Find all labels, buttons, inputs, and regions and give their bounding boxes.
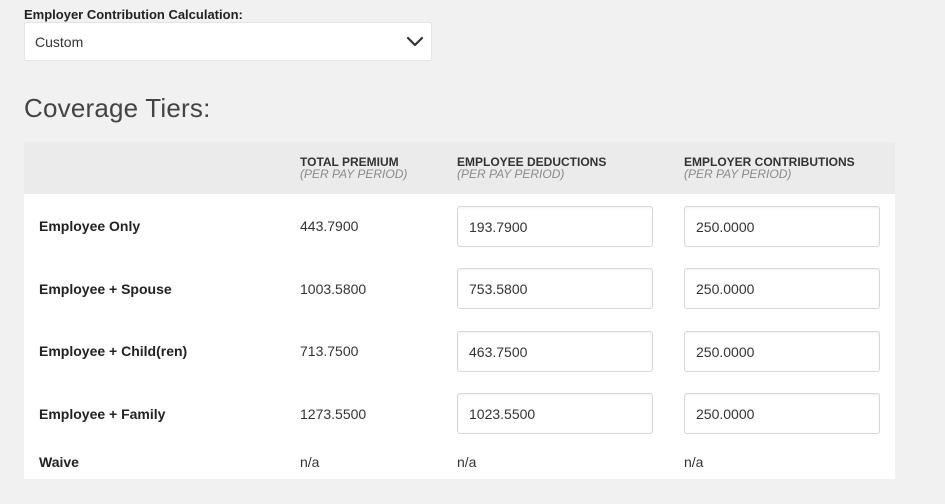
employer-contribution-na: n/a	[684, 454, 704, 470]
chevron-down-icon	[406, 36, 424, 47]
total-premium-value: 1273.5500	[300, 406, 367, 422]
tier-label: Employee + Child(ren)	[39, 343, 188, 359]
employee-deduction-input[interactable]	[457, 393, 653, 434]
employee-deduction-input[interactable]	[457, 206, 653, 247]
tier-label: Waive	[39, 454, 79, 470]
header-employee-deductions: EMPLOYEE DEDUCTIONS (PER PAY PERIOD)	[457, 155, 607, 181]
total-premium-value: n/a	[300, 454, 320, 470]
employer-contribution-input[interactable]	[684, 268, 880, 309]
header-total-premium: TOTAL PREMIUM (PER PAY PERIOD)	[300, 155, 408, 181]
table-row: Employee + Child(ren) 713.7500	[24, 320, 895, 382]
total-premium-value: 1003.5800	[300, 281, 367, 297]
table-row: Employee + Family 1273.5500	[24, 382, 895, 444]
total-premium-value: 443.7900	[300, 218, 359, 234]
tier-label: Employee Only	[39, 218, 141, 234]
table-row-waive: Waive n/a n/a n/a	[24, 444, 895, 479]
employer-contribution-input[interactable]	[684, 393, 880, 434]
coverage-tiers-title: Coverage Tiers:	[24, 93, 211, 123]
employer-contribution-label: Employer Contribution Calculation:	[24, 7, 243, 22]
tier-label: Employee + Family	[39, 406, 166, 422]
tier-label: Employee + Spouse	[39, 281, 172, 297]
table-header: TOTAL PREMIUM (PER PAY PERIOD) EMPLOYEE …	[24, 142, 895, 194]
header-employer-contributions: EMPLOYER CONTRIBUTIONS (PER PAY PERIOD)	[684, 155, 855, 181]
total-premium-value: 713.7500	[300, 343, 359, 359]
employer-contribution-input[interactable]	[684, 206, 880, 247]
coverage-tiers-table: TOTAL PREMIUM (PER PAY PERIOD) EMPLOYEE …	[24, 142, 895, 479]
select-value: Custom	[35, 33, 84, 50]
employee-deduction-na: n/a	[457, 454, 477, 470]
table-row: Employee Only 443.7900	[24, 195, 895, 257]
employer-contribution-input[interactable]	[684, 331, 880, 372]
table-row: Employee + Spouse 1003.5800	[24, 257, 895, 319]
employee-deduction-input[interactable]	[457, 331, 653, 372]
employee-deduction-input[interactable]	[457, 268, 653, 309]
employer-contribution-select[interactable]: Custom	[24, 22, 432, 61]
